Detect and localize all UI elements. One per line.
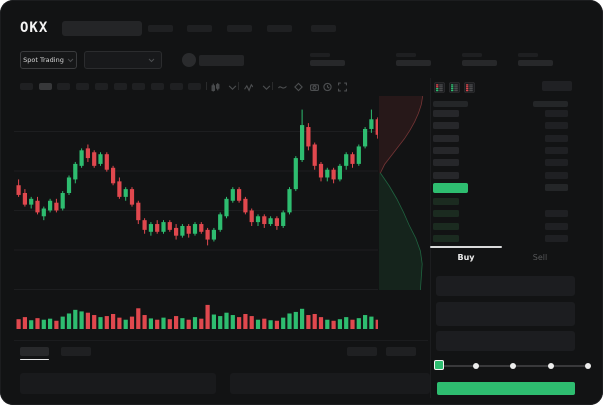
ask-amount-skeleton bbox=[545, 134, 568, 142]
price-field[interactable] bbox=[436, 276, 575, 296]
slider-stop[interactable] bbox=[510, 362, 516, 369]
book-bids-icon[interactable] bbox=[449, 82, 460, 93]
fullscreen-icon[interactable] bbox=[338, 82, 347, 92]
ask-price-skeleton[interactable] bbox=[433, 122, 459, 130]
amount-field[interactable] bbox=[436, 302, 575, 326]
chevron-down-icon bbox=[67, 58, 74, 62]
pair-selector-dropdown[interactable] bbox=[84, 51, 162, 69]
market-type-selector[interactable]: Spot Trading bbox=[20, 51, 77, 69]
stat-value-skeleton bbox=[396, 60, 431, 66]
bottom-active-tab-indicator bbox=[20, 358, 49, 360]
nav-item-skeleton[interactable] bbox=[227, 25, 252, 32]
ask-price-skeleton[interactable] bbox=[433, 134, 459, 142]
chart-type-icon[interactable] bbox=[211, 82, 220, 92]
search-input[interactable] bbox=[62, 21, 142, 36]
ask-amount-skeleton bbox=[545, 159, 568, 167]
timeframe-pill[interactable] bbox=[20, 83, 33, 90]
pair-name-skeleton bbox=[199, 55, 244, 66]
timeframe-pill[interactable] bbox=[113, 83, 127, 90]
ask-price-skeleton[interactable] bbox=[433, 171, 459, 179]
stat-value-skeleton bbox=[310, 60, 345, 66]
volume-chart bbox=[16, 304, 378, 329]
candlestick-chart[interactable] bbox=[14, 96, 378, 290]
ask-amount-skeleton bbox=[545, 146, 568, 154]
indicators-icon[interactable] bbox=[244, 82, 253, 92]
bid-price-skeleton[interactable] bbox=[433, 222, 459, 230]
amount-slider-handle[interactable] bbox=[434, 360, 444, 370]
chevron-down-icon bbox=[148, 58, 155, 63]
tab-buy[interactable]: Buy bbox=[457, 253, 475, 262]
orderbook-amount-header bbox=[533, 101, 568, 107]
bid-price-skeleton[interactable] bbox=[433, 198, 459, 205]
stat-value-skeleton bbox=[518, 60, 553, 66]
orderbook-price-header bbox=[433, 101, 468, 107]
buy-submit-button[interactable] bbox=[437, 382, 575, 395]
tab-sell[interactable]: Sell bbox=[532, 253, 548, 262]
stat-label-skeleton bbox=[518, 53, 538, 57]
stat-label-skeleton bbox=[396, 53, 416, 57]
book-split-icon[interactable] bbox=[434, 82, 445, 93]
bottom-action-right[interactable] bbox=[386, 347, 416, 356]
ask-price-skeleton[interactable] bbox=[433, 159, 459, 167]
panel-divider bbox=[430, 78, 431, 398]
active-tab-indicator bbox=[430, 246, 502, 248]
total-field[interactable] bbox=[436, 331, 575, 351]
timeframe-pill[interactable] bbox=[132, 83, 146, 90]
chart-bottom-divider bbox=[14, 340, 428, 341]
bottom-tab-history[interactable] bbox=[61, 347, 91, 356]
toolbar-divider bbox=[272, 82, 273, 90]
timeframe-pill[interactable] bbox=[57, 83, 71, 90]
toolbar-divider bbox=[206, 82, 207, 90]
line-tool-icon[interactable] bbox=[278, 82, 287, 92]
slider-stop[interactable] bbox=[472, 362, 479, 369]
ask-amount-skeleton bbox=[545, 122, 568, 130]
stat-value-skeleton bbox=[462, 60, 497, 66]
timeframe-pill[interactable] bbox=[94, 83, 108, 90]
ask-price-skeleton[interactable] bbox=[433, 110, 459, 117]
ask-amount-skeleton bbox=[545, 171, 568, 179]
last-price-badge[interactable] bbox=[433, 183, 468, 193]
chevron-down-icon[interactable] bbox=[262, 82, 271, 92]
nav-item-skeleton[interactable] bbox=[311, 25, 336, 32]
tag-icon[interactable] bbox=[294, 82, 303, 92]
timeframe-pill[interactable] bbox=[169, 83, 183, 90]
camera-icon[interactable] bbox=[310, 82, 319, 92]
nav-item-skeleton[interactable] bbox=[148, 25, 173, 32]
nav-item-skeleton[interactable] bbox=[267, 25, 292, 32]
orders-panel-skeleton bbox=[20, 373, 216, 394]
book-asks-icon[interactable] bbox=[464, 82, 475, 93]
bottom-action-left[interactable] bbox=[347, 347, 377, 356]
stat-label-skeleton bbox=[310, 53, 330, 57]
bid-amount-skeleton bbox=[545, 234, 568, 242]
timeframe-pill[interactable] bbox=[150, 83, 164, 90]
nav-item-skeleton[interactable] bbox=[187, 25, 212, 32]
bid-price-skeleton[interactable] bbox=[433, 210, 459, 218]
stat-label-skeleton bbox=[462, 53, 482, 57]
bid-price-skeleton[interactable] bbox=[433, 234, 459, 242]
slider-stop[interactable] bbox=[585, 362, 591, 369]
timeframe-pill[interactable] bbox=[188, 83, 202, 90]
bottom-tab-orders[interactable] bbox=[20, 347, 49, 356]
slider-stop[interactable] bbox=[547, 362, 554, 369]
history-icon[interactable] bbox=[323, 82, 332, 92]
assets-panel-skeleton bbox=[230, 373, 430, 394]
toolbar-divider bbox=[238, 82, 239, 90]
timeframe-pill[interactable] bbox=[76, 83, 90, 90]
chevron-down-icon[interactable] bbox=[228, 82, 237, 92]
okx-logo: OKX bbox=[20, 20, 49, 36]
timeframe-pill[interactable] bbox=[38, 83, 52, 90]
bid-amount-skeleton bbox=[545, 222, 568, 230]
ask-amount-skeleton bbox=[545, 110, 568, 117]
ask-price-skeleton[interactable] bbox=[433, 146, 459, 154]
depth-sidebar-chart bbox=[379, 96, 424, 290]
market-type-label: Spot Trading bbox=[23, 56, 64, 64]
coin-avatar bbox=[182, 53, 196, 67]
precision-dropdown[interactable] bbox=[542, 81, 572, 91]
orderbook-row-amount bbox=[545, 184, 568, 191]
bid-amount-skeleton bbox=[545, 210, 568, 218]
